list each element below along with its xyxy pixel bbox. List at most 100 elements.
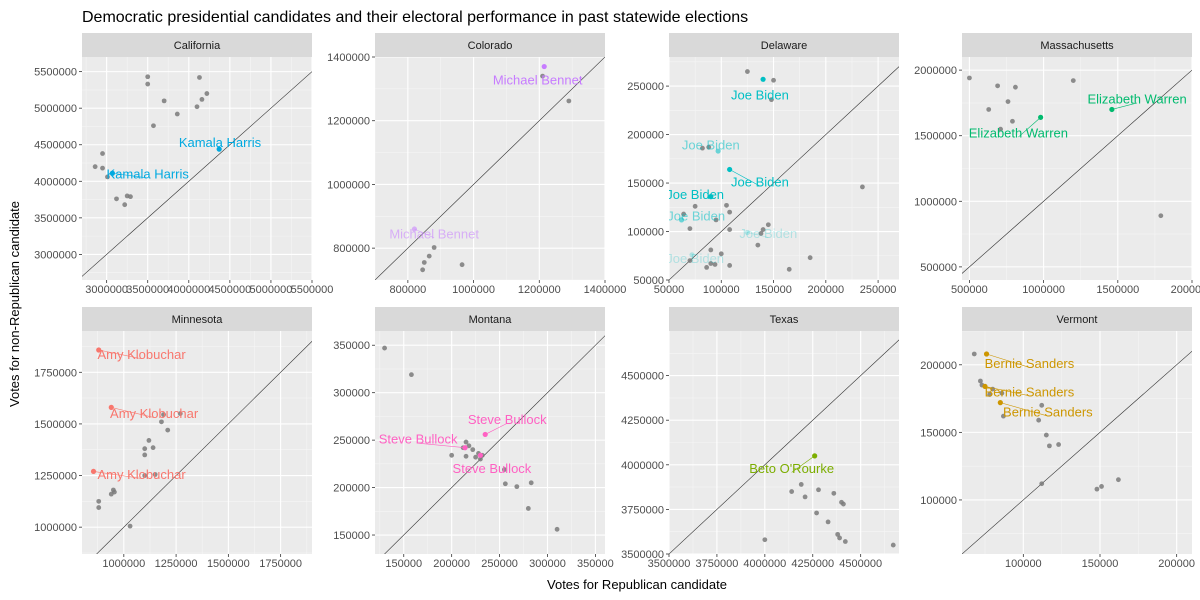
plot-area: Beto O'Rourke (669, 339, 899, 554)
data-point (727, 209, 733, 215)
candidate-label: Michael Bennet (493, 72, 583, 87)
data-point (1005, 99, 1011, 104)
y-tick-label: 1250000 (34, 471, 77, 483)
data-point (151, 123, 156, 129)
y-tick-label: 200000 (920, 360, 957, 372)
strip-background (962, 307, 1192, 331)
data-point (105, 174, 110, 180)
data-point (1013, 84, 1018, 90)
data-point (999, 390, 1005, 396)
x-tick-label: 4000000 (743, 558, 786, 570)
data-point (1158, 213, 1164, 219)
strip-label: Vermont (1057, 314, 1098, 326)
data-point (1116, 477, 1121, 483)
data-point (540, 73, 545, 79)
y-tick-label: 4000000 (621, 460, 664, 472)
plot-area: Michael Bennet Michael Bennet (375, 57, 605, 280)
data-point (769, 97, 774, 103)
data-point (96, 498, 102, 504)
panel-california: California Kamala Harris Kamala Harris 3000… (34, 33, 333, 296)
plot-background (375, 331, 605, 554)
data-point (978, 378, 983, 384)
strip-label: Massachusetts (1040, 40, 1114, 52)
candidate-label: Joe Biden (731, 175, 789, 190)
data-point (473, 454, 479, 460)
label-leader (729, 169, 761, 187)
data-point (724, 202, 729, 208)
plot-background (82, 331, 312, 554)
strip-background (82, 307, 312, 331)
strip-label: Montana (469, 314, 513, 326)
candidate-label: Joe Biden (682, 138, 740, 153)
chart-title: Democratic presidential candidates and t… (82, 9, 748, 26)
candidate-point (108, 404, 114, 410)
candidate-label: Amy Klobuchar (110, 406, 199, 421)
data-point (971, 351, 977, 357)
x-tick-label: 100000 (703, 284, 740, 296)
data-point (194, 104, 200, 110)
data-point (554, 526, 560, 532)
data-point (835, 531, 841, 537)
label-leader (986, 353, 1030, 368)
panel-texas: Texas Beto O'Rourke 3500000 3750000 4000000 4… (621, 307, 899, 570)
data-point (199, 97, 205, 102)
data-point (96, 505, 102, 510)
x-tick-label: 50000 (654, 284, 685, 296)
candidate-label: Bernie Sanders (985, 384, 1075, 399)
plot-background (82, 57, 312, 280)
x-tick-label: 250000 (860, 284, 897, 296)
strip-label: Minnesota (172, 314, 224, 326)
candidate-label: Elizabeth Warren (1087, 91, 1186, 106)
x-tick-label: 4500000 (208, 284, 251, 296)
candidate-point (760, 76, 766, 82)
data-point (700, 145, 705, 151)
candidate-label: Beto O'Rourke (749, 461, 834, 476)
strip-background (962, 33, 1192, 57)
data-point (798, 482, 804, 487)
data-point (745, 69, 750, 74)
data-point (159, 419, 164, 425)
data-point (718, 251, 724, 257)
y-tick-label: 1750000 (34, 367, 77, 379)
plot-background (669, 57, 899, 280)
data-point (174, 111, 180, 117)
data-point (409, 372, 414, 378)
data-point (765, 222, 771, 228)
candidate-label: Joe Biden (666, 187, 724, 202)
data-point (760, 227, 766, 232)
x-tick-label: 5000000 (250, 284, 293, 296)
y-tick-label: 1500000 (914, 131, 957, 143)
label-leader (414, 228, 435, 239)
gridlines (375, 331, 605, 554)
x-tick-label: 1750000 (259, 558, 302, 570)
data-point (122, 202, 128, 208)
strip-background (82, 33, 312, 57)
data-point (762, 537, 768, 543)
x-tick-label: 4000000 (167, 284, 210, 296)
x-tick-label: 3750000 (696, 558, 739, 570)
reference-line (96, 340, 312, 554)
label-leader (1111, 102, 1138, 110)
label-leader (418, 442, 466, 449)
data-point (771, 77, 776, 83)
candidate-label: Steve Bullock (468, 412, 547, 427)
x-tick-label: 300000 (529, 558, 566, 570)
reference-line (962, 69, 1192, 274)
data-point (807, 255, 813, 261)
data-point (112, 489, 117, 495)
plot-area: Kamala Harris Kamala Harris (82, 71, 312, 277)
y-tick-label: 1000000 (34, 522, 77, 534)
data-point (713, 217, 719, 223)
candidate-point (216, 146, 222, 152)
candidate-point (541, 63, 547, 70)
strip-label: California (174, 40, 221, 52)
data-point (998, 126, 1003, 132)
y-tick-label: 1000000 (327, 179, 370, 191)
gridlines (669, 57, 899, 280)
plot-area: Bernie Sanders Bernie Sanders Bernie Sande… (962, 350, 1192, 554)
y-tick-label: 150000 (920, 427, 957, 439)
data-point (501, 467, 507, 472)
candidate-label: Steve Bullock (379, 432, 458, 447)
x-tick-label: 800000 (389, 284, 426, 296)
y-tick-label: 150000 (627, 178, 664, 190)
